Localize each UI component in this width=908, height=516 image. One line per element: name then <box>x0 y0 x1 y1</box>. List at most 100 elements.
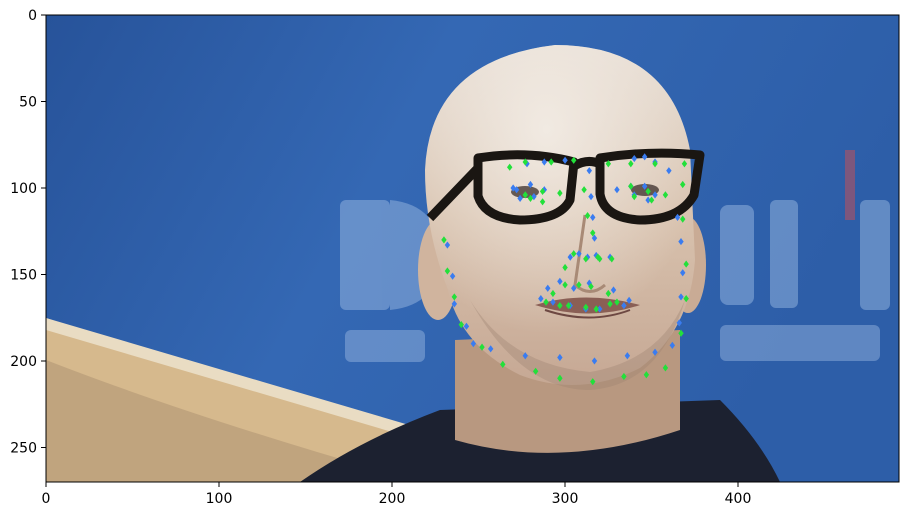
landmark-point <box>678 237 684 246</box>
landmark-point <box>628 182 634 190</box>
landmark-point <box>645 187 651 196</box>
landmark-point <box>557 374 563 382</box>
landmark-point <box>674 213 681 221</box>
x-tick-label: 300 <box>552 491 579 507</box>
x-tick: 100 <box>206 482 233 507</box>
x-tick-label: 100 <box>206 491 233 507</box>
landmark-point <box>680 269 686 277</box>
landmark-point <box>538 295 544 303</box>
landmark-point <box>680 180 686 189</box>
landmark-point <box>463 322 470 330</box>
y-tick: 100 <box>10 181 46 197</box>
y-tick-label: 0 <box>28 8 37 24</box>
landmark-point <box>590 213 596 221</box>
landmark-point <box>652 191 658 199</box>
x-tick: 400 <box>725 482 752 507</box>
landmark-point <box>565 301 572 310</box>
landmark-point <box>581 186 587 194</box>
landmark-point <box>607 300 613 308</box>
y-tick-label: 100 <box>10 181 37 197</box>
x-tick: 0 <box>42 482 51 507</box>
y-tick-label: 250 <box>10 441 37 457</box>
landmark-point <box>610 286 617 294</box>
landmark-point <box>451 300 458 308</box>
landmark-point <box>571 284 577 292</box>
landmark-point <box>562 263 568 272</box>
landmark-point <box>527 180 534 189</box>
landmark-point <box>662 364 669 372</box>
landmark-point <box>628 160 634 168</box>
landmark-point <box>596 305 603 313</box>
landmark-point <box>645 196 651 204</box>
landmark-point <box>641 153 648 161</box>
landmark-point <box>545 284 551 292</box>
landmark-point <box>596 255 603 263</box>
landmark-point <box>584 212 591 220</box>
landmark-point <box>539 198 546 206</box>
landmark-point <box>557 189 563 197</box>
landmark-point <box>500 360 506 368</box>
landmark-point <box>441 236 447 244</box>
landmark-point <box>510 184 516 192</box>
landmark-point <box>586 279 592 287</box>
landmark-point <box>513 186 520 194</box>
landmark-series-2 <box>441 156 689 386</box>
landmark-point <box>676 319 682 327</box>
landmark-point <box>557 301 563 310</box>
landmark-point <box>557 277 563 285</box>
landmark-point <box>648 196 655 204</box>
landmark-point <box>669 341 676 349</box>
landmark-point <box>522 191 528 199</box>
y-tick: 0 <box>28 8 46 24</box>
landmark-point <box>470 340 477 348</box>
landmark-point <box>571 156 577 164</box>
landmark-point <box>451 293 458 301</box>
landmark-points <box>441 153 689 386</box>
landmark-point <box>576 250 582 258</box>
landmark-point <box>562 281 568 289</box>
landmark-point <box>557 353 563 362</box>
landmark-point <box>631 154 637 163</box>
landmark-point <box>609 255 615 263</box>
landmark-point <box>531 193 537 201</box>
landmark-point <box>588 193 594 201</box>
x-tick: 200 <box>379 482 406 507</box>
y-tick: 200 <box>10 354 46 370</box>
landmark-point <box>524 160 530 168</box>
landmark-point <box>567 253 573 261</box>
x-tick-label: 400 <box>725 491 752 507</box>
landmark-point <box>571 250 577 258</box>
y-tick: 250 <box>10 441 46 457</box>
y-tick: 150 <box>10 268 46 284</box>
landmark-point <box>487 345 494 353</box>
landmark-point <box>621 301 627 310</box>
landmark-point <box>449 272 456 280</box>
landmark-point <box>541 158 548 166</box>
y-tick: 50 <box>19 95 46 111</box>
landmark-point <box>539 187 546 196</box>
landmark-point <box>643 371 650 379</box>
landmark-point <box>591 234 598 242</box>
landmark-point <box>522 158 528 166</box>
landmark-point <box>662 191 669 199</box>
landmark-point <box>576 281 582 289</box>
landmark-point <box>583 255 589 263</box>
landmark-point <box>550 298 556 306</box>
landmark-point <box>614 298 620 306</box>
y-tick-label: 150 <box>10 268 37 284</box>
y-axis: 0 50 100 150 200 250 <box>10 8 46 457</box>
landmark-point <box>586 167 592 175</box>
landmark-point <box>621 372 627 381</box>
landmark-point <box>678 329 684 337</box>
landmark-point <box>532 367 539 375</box>
landmark-point <box>541 186 548 194</box>
y-tick-label: 200 <box>10 354 37 370</box>
landmark-point <box>479 343 485 351</box>
x-tick-label: 200 <box>379 491 406 507</box>
landmark-point <box>593 305 599 313</box>
x-tick-label: 0 <box>42 491 51 507</box>
landmark-point <box>681 160 688 168</box>
landmark-point <box>548 158 554 166</box>
landmark-point <box>583 303 589 311</box>
